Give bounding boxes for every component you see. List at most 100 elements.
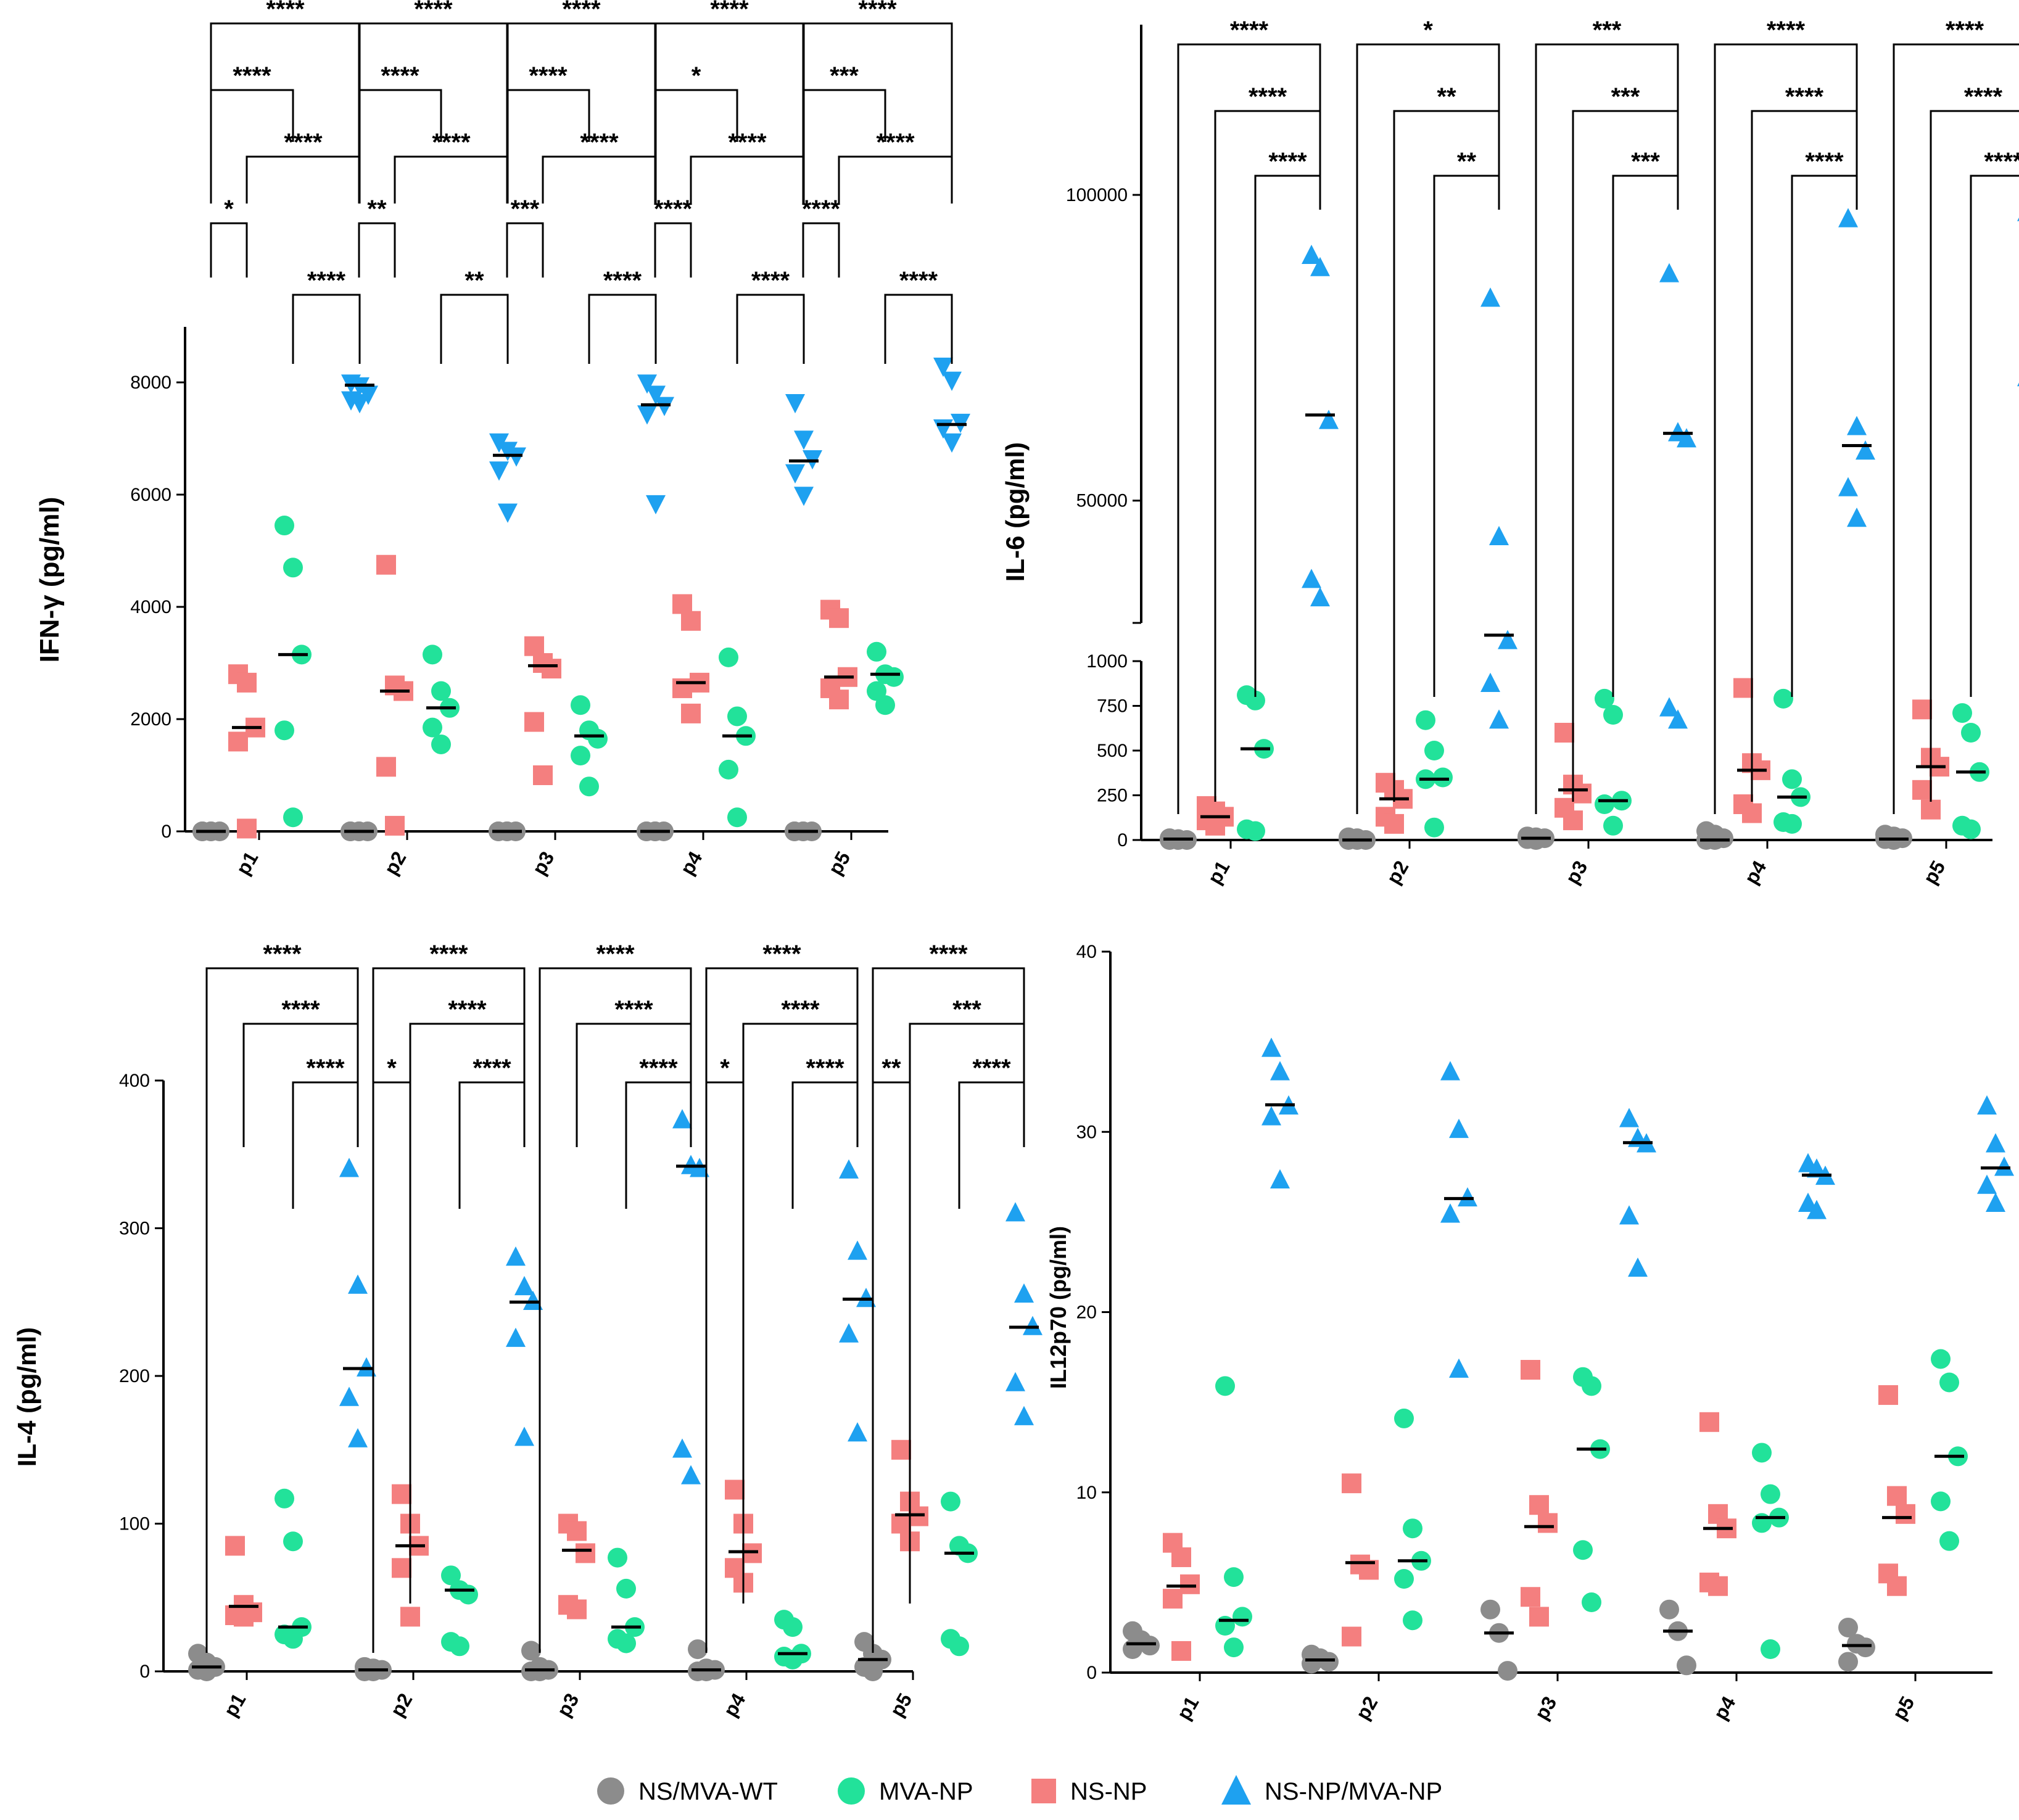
data-point-triangle bbox=[1440, 1203, 1460, 1223]
data-point-triangle bbox=[1838, 477, 1858, 496]
data-point-circle bbox=[275, 720, 294, 741]
data-point-circle bbox=[431, 681, 451, 701]
data-point-triangle bbox=[1270, 1061, 1290, 1081]
data-point-square bbox=[1180, 1574, 1200, 1594]
data-point-square bbox=[829, 690, 849, 710]
data-point-circle bbox=[431, 734, 451, 754]
significance-bracket bbox=[542, 155, 657, 204]
data-point-circle bbox=[1424, 741, 1444, 760]
significance-bracket bbox=[802, 89, 886, 160]
data-point-circle bbox=[1215, 1376, 1235, 1396]
data-point-triangle bbox=[1005, 1372, 1025, 1391]
data-point-triangle bbox=[942, 371, 962, 391]
il12p70-panel: 0 10 20 30 40 IL12p70 (pg/ml) p1 p2 p3 p4 p5 bbox=[1046, 942, 2014, 1724]
data-point-triangle bbox=[654, 397, 674, 416]
data-point-triangle bbox=[1977, 1095, 1997, 1115]
data-point-circle bbox=[1603, 815, 1623, 836]
significance-label: **** bbox=[603, 267, 642, 294]
significance-bracket bbox=[576, 1023, 692, 1147]
significance-label: **** bbox=[1230, 17, 1269, 44]
significance-label: **** bbox=[307, 267, 346, 294]
data-point-circle bbox=[1595, 688, 1614, 709]
significance-label: **** bbox=[306, 1055, 345, 1082]
data-point-square bbox=[237, 818, 257, 839]
significance-label: **** bbox=[429, 941, 468, 968]
il6-panel: 0 250 500 750 1000 50000 100000 IL-6 (pg/ml) p1 p… bbox=[1001, 17, 2019, 888]
significance-bracket bbox=[791, 1081, 859, 1209]
data-point-circle bbox=[1677, 1655, 1696, 1676]
y-tick-label: 10 bbox=[1076, 1483, 1097, 1503]
significance-label: **** bbox=[266, 0, 305, 23]
legend-label: NS/MVA-WT bbox=[638, 1778, 778, 1805]
data-point-circle bbox=[275, 516, 294, 536]
data-point-square bbox=[392, 1484, 411, 1504]
significance-label: **** bbox=[1946, 17, 1984, 44]
data-point-circle bbox=[719, 647, 738, 667]
legend-label: MVA-NP bbox=[879, 1778, 973, 1805]
data-point-triangle bbox=[506, 1246, 526, 1266]
significance-bracket bbox=[1970, 175, 2019, 697]
legend-item-ns-np-mva-np: NS-NP/MVA-NP bbox=[1221, 1775, 1442, 1805]
y-tick-label: 0 bbox=[161, 821, 171, 842]
data-point-triangle bbox=[1449, 1118, 1469, 1139]
data-point-circle bbox=[588, 728, 608, 749]
data-point-square bbox=[1171, 1641, 1191, 1661]
y-tick-label: 6000 bbox=[130, 485, 171, 505]
y-tick-label: 20 bbox=[1076, 1303, 1097, 1323]
data-point-circle bbox=[441, 1565, 461, 1586]
significance-bracket bbox=[802, 222, 840, 278]
x-tick-label: p3 bbox=[1530, 1692, 1561, 1723]
significance-bracket bbox=[654, 22, 805, 204]
data-point-square bbox=[1163, 1589, 1183, 1609]
data-point-square bbox=[567, 1599, 587, 1620]
data-point-circle bbox=[1931, 1349, 1951, 1369]
data-point-circle bbox=[1595, 794, 1614, 814]
data-point-circle bbox=[1302, 1653, 1321, 1674]
data-point-circle bbox=[608, 1547, 627, 1568]
significance-bracket bbox=[736, 294, 805, 364]
data-point-triangle bbox=[637, 374, 657, 394]
data-point-circle bbox=[1782, 813, 1802, 834]
data-point-square bbox=[1896, 1504, 1915, 1524]
data-point-triangle bbox=[646, 385, 666, 405]
data-point-square bbox=[1887, 1576, 1907, 1596]
significance-label: *** bbox=[1611, 83, 1640, 110]
data-point-circle bbox=[423, 644, 442, 665]
data-point-triangle bbox=[1310, 257, 1330, 276]
x-tick-label: p5 bbox=[1919, 857, 1950, 887]
data-point-circle bbox=[719, 759, 738, 780]
data-point-triangle bbox=[1986, 1192, 2005, 1212]
data-point-square bbox=[1887, 1486, 1907, 1506]
data-point-circle bbox=[275, 1488, 294, 1509]
data-point-circle bbox=[1939, 1372, 1959, 1393]
legend-item-ns-mva-wt: NS/MVA-WT bbox=[597, 1777, 778, 1805]
data-point-circle bbox=[783, 1617, 803, 1637]
data-point-circle bbox=[1761, 1484, 1780, 1504]
significance-label: **** bbox=[281, 996, 320, 1023]
significance-bracket bbox=[506, 222, 544, 278]
data-point-triangle bbox=[1668, 709, 1688, 729]
y-tick-label: 100 bbox=[119, 1514, 150, 1534]
data-point-circle bbox=[941, 1491, 960, 1512]
data-point-square bbox=[392, 1558, 411, 1578]
data-point-square bbox=[1205, 815, 1225, 836]
data-point-triangle bbox=[1023, 1316, 1043, 1335]
data-point-triangle bbox=[1807, 1200, 1827, 1219]
data-point-circle bbox=[1961, 723, 1981, 743]
significance-bracket bbox=[958, 1081, 1025, 1209]
significance-label: **** bbox=[728, 129, 767, 156]
data-point-triangle bbox=[785, 394, 805, 414]
data-point-square bbox=[1742, 803, 1762, 823]
data-point-circle bbox=[1224, 1637, 1244, 1658]
data-point-circle bbox=[283, 1629, 303, 1649]
significance-label: **** bbox=[1249, 83, 1287, 110]
data-point-square bbox=[1538, 1513, 1558, 1533]
significance-bracket bbox=[1612, 175, 1679, 697]
data-point-square bbox=[228, 731, 248, 752]
data-point-square bbox=[1878, 1385, 1898, 1405]
data-point-circle bbox=[1526, 830, 1546, 850]
significance-bracket bbox=[1254, 175, 1321, 697]
significance-label: ** bbox=[882, 1055, 901, 1082]
data-point-square bbox=[524, 712, 544, 732]
significance-label: **** bbox=[802, 196, 841, 223]
